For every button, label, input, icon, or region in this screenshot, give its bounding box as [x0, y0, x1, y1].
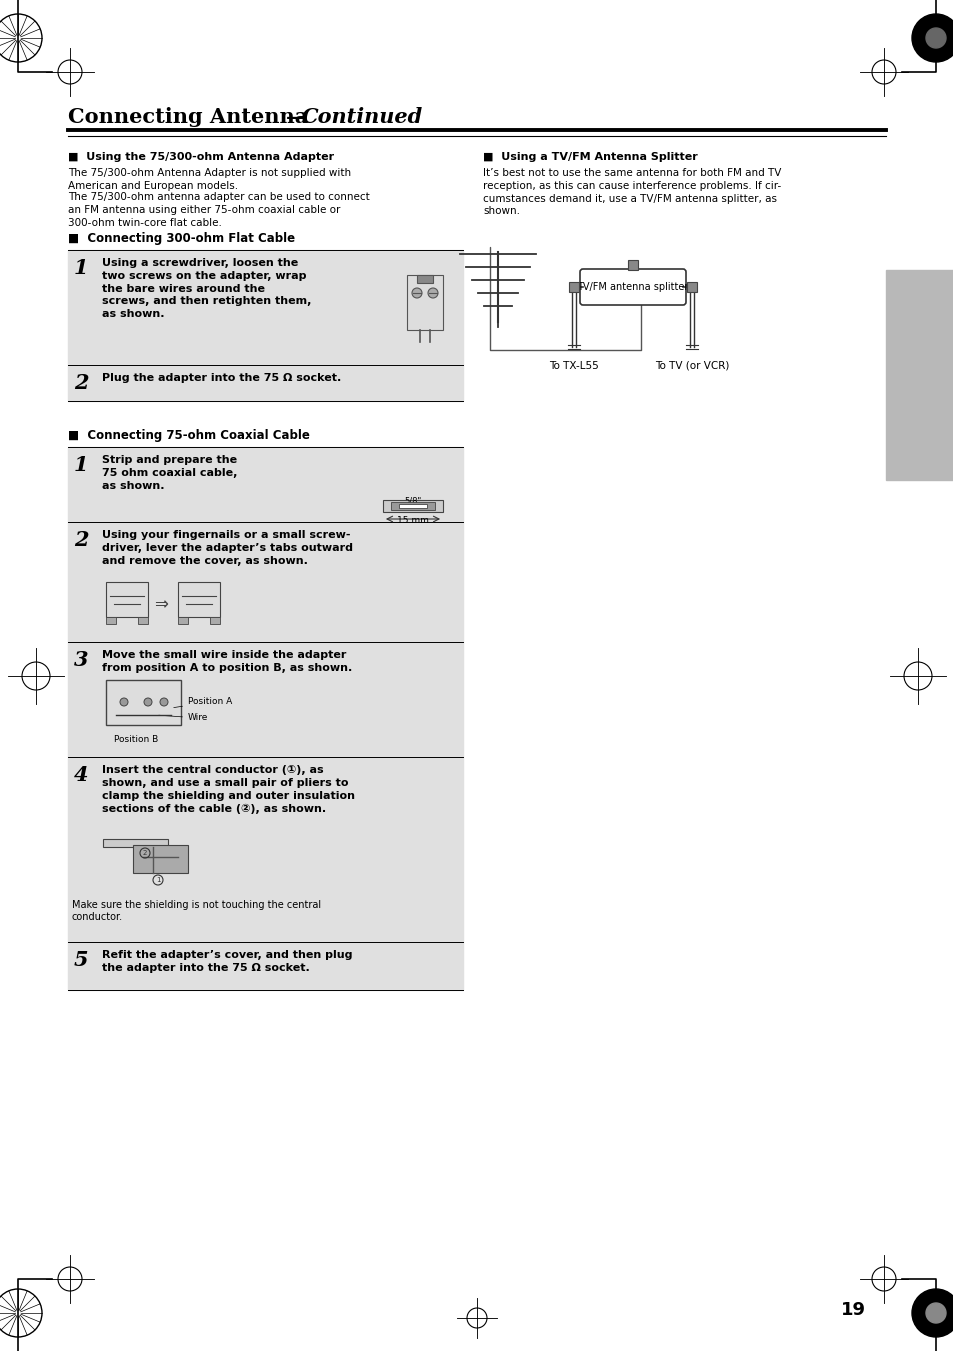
Bar	[210, 617, 220, 624]
Bar	[106, 582, 148, 617]
Bar	[398, 504, 427, 508]
Circle shape	[911, 14, 953, 62]
Text: Using a screwdriver, loosen the
two screws on the adapter, wrap
the bare wires a: Using a screwdriver, loosen the two scre…	[102, 258, 311, 319]
Bar	[686, 282, 697, 292]
Bar	[132, 844, 188, 873]
Circle shape	[144, 698, 152, 707]
Bar	[416, 276, 433, 282]
Text: The 75/300-ohm antenna adapter can be used to connect
an FM antenna using either: The 75/300-ohm antenna adapter can be us…	[68, 192, 370, 227]
Circle shape	[911, 1289, 953, 1337]
Text: To TV (or VCR): To TV (or VCR)	[654, 361, 728, 372]
Text: Make sure the shielding is not touching the central
conductor.: Make sure the shielding is not touching …	[71, 900, 321, 923]
Text: Continued: Continued	[302, 107, 423, 127]
Bar	[68, 521, 462, 642]
Text: It’s best not to use the same antenna for both FM and TV
reception, as this can : It’s best not to use the same antenna fo…	[482, 168, 781, 216]
Text: 1: 1	[155, 877, 160, 884]
Bar	[178, 582, 220, 617]
Bar	[106, 680, 181, 725]
Text: 1: 1	[74, 455, 89, 476]
Bar	[568, 282, 578, 292]
Circle shape	[428, 288, 437, 299]
Bar	[391, 503, 435, 509]
Bar	[68, 447, 462, 521]
Text: 2: 2	[74, 530, 89, 550]
Text: 5/8": 5/8"	[404, 497, 421, 507]
Text: Using your fingernails or a small screw-
driver, lever the adapter’s tabs outwar: Using your fingernails or a small screw-…	[102, 530, 353, 566]
Text: Wire: Wire	[158, 713, 208, 723]
Bar	[68, 757, 462, 942]
Circle shape	[925, 1302, 945, 1323]
Text: ■  Connecting 75-ohm Coaxial Cable: ■ Connecting 75-ohm Coaxial Cable	[68, 430, 310, 442]
Circle shape	[160, 698, 168, 707]
Text: Plug the adapter into the 75 Ω socket.: Plug the adapter into the 75 Ω socket.	[102, 373, 341, 382]
Text: TV/FM antenna splitter: TV/FM antenna splitter	[577, 282, 688, 292]
Bar	[106, 617, 116, 624]
Text: 2: 2	[143, 850, 147, 857]
Circle shape	[925, 28, 945, 49]
FancyBboxPatch shape	[579, 269, 685, 305]
Text: Move the small wire inside the adapter
from position A to position B, as shown.: Move the small wire inside the adapter f…	[102, 650, 352, 673]
Text: To TX-L55: To TX-L55	[549, 361, 598, 372]
Text: ⇒: ⇒	[153, 594, 168, 613]
Text: 5: 5	[74, 950, 89, 970]
Bar	[68, 642, 462, 757]
Bar	[382, 500, 442, 512]
Text: ■  Connecting 300-ohm Flat Cable: ■ Connecting 300-ohm Flat Cable	[68, 232, 294, 245]
Circle shape	[120, 698, 128, 707]
Text: 3: 3	[74, 650, 89, 670]
Text: —: —	[286, 107, 307, 127]
Text: Connecting Antenna: Connecting Antenna	[68, 107, 308, 127]
Bar	[68, 942, 462, 990]
Text: 4: 4	[74, 765, 89, 785]
Text: Insert the central conductor (①), as
shown, and use a small pair of pliers to
cl: Insert the central conductor (①), as sho…	[102, 765, 355, 813]
Text: 2: 2	[74, 373, 89, 393]
Bar	[68, 250, 462, 365]
Circle shape	[412, 288, 421, 299]
Bar	[407, 276, 442, 330]
Text: Position B: Position B	[113, 735, 158, 744]
Text: 1: 1	[74, 258, 89, 278]
Text: Strip and prepare the
75 ohm coaxial cable,
as shown.: Strip and prepare the 75 ohm coaxial cab…	[102, 455, 237, 490]
Text: The 75/300-ohm Antenna Adapter is not supplied with
American and European models: The 75/300-ohm Antenna Adapter is not su…	[68, 168, 351, 190]
Bar	[885, 270, 953, 480]
Bar	[627, 259, 638, 270]
Bar	[103, 839, 168, 847]
Text: Refit the adapter’s cover, and then plug
the adapter into the 75 Ω socket.: Refit the adapter’s cover, and then plug…	[102, 950, 352, 973]
Text: 19: 19	[841, 1301, 865, 1319]
Text: Position A: Position A	[173, 697, 232, 708]
Text: 15 mm: 15 mm	[396, 516, 429, 526]
Bar	[138, 617, 148, 624]
Text: ■  Using a TV/FM Antenna Splitter: ■ Using a TV/FM Antenna Splitter	[482, 153, 697, 162]
Bar	[178, 617, 188, 624]
Text: ■  Using the 75/300-ohm Antenna Adapter: ■ Using the 75/300-ohm Antenna Adapter	[68, 153, 334, 162]
Bar	[68, 365, 462, 401]
